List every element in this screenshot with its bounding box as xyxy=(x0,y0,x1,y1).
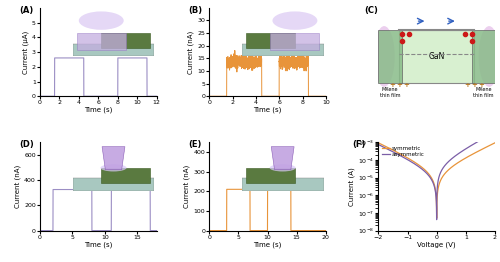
Line: asymmetric: asymmetric xyxy=(378,132,495,220)
Polygon shape xyxy=(472,30,495,83)
symmetric xyxy=(432,186,438,189)
Text: (C): (C) xyxy=(364,6,378,15)
Polygon shape xyxy=(378,30,402,83)
Line: symmetric: symmetric xyxy=(378,143,495,218)
Text: MXene
thin film: MXene thin film xyxy=(380,87,400,98)
Text: (D): (D) xyxy=(19,140,34,149)
Y-axis label: Current (nA): Current (nA) xyxy=(184,165,190,208)
X-axis label: Time (s): Time (s) xyxy=(254,241,281,248)
Y-axis label: Current (nA): Current (nA) xyxy=(15,165,22,208)
Y-axis label: Current (μA): Current (μA) xyxy=(22,30,29,74)
asymmetric xyxy=(468,145,473,148)
Ellipse shape xyxy=(374,26,394,87)
symmetric xyxy=(382,144,388,147)
Text: +: + xyxy=(396,82,402,88)
Text: MXene
thin film: MXene thin film xyxy=(473,87,494,98)
asymmetric xyxy=(432,188,438,191)
Text: (F): (F) xyxy=(352,140,366,149)
asymmetric xyxy=(434,218,440,221)
Text: +: + xyxy=(464,82,470,88)
Text: +: + xyxy=(390,82,396,88)
symmetric xyxy=(376,141,382,144)
asymmetric xyxy=(376,143,382,146)
symmetric xyxy=(429,177,435,180)
Text: +: + xyxy=(404,82,409,88)
Text: +: + xyxy=(478,82,484,88)
asymmetric xyxy=(429,179,435,182)
Ellipse shape xyxy=(478,26,500,87)
symmetric xyxy=(488,143,494,146)
Text: GaN: GaN xyxy=(428,52,445,61)
asymmetric xyxy=(382,146,388,149)
asymmetric xyxy=(492,130,498,134)
Text: (B): (B) xyxy=(188,6,202,15)
X-axis label: Time (s): Time (s) xyxy=(84,241,112,248)
X-axis label: Time (s): Time (s) xyxy=(254,107,281,113)
Y-axis label: Current (A): Current (A) xyxy=(348,167,355,206)
Y-axis label: Current (nA): Current (nA) xyxy=(188,30,194,74)
asymmetric xyxy=(488,132,494,135)
Text: (E): (E) xyxy=(188,140,202,149)
symmetric xyxy=(468,154,473,157)
X-axis label: Voltage (V): Voltage (V) xyxy=(418,241,456,248)
X-axis label: Time (s): Time (s) xyxy=(84,107,112,113)
asymmetric xyxy=(488,132,494,135)
symmetric xyxy=(488,143,494,146)
symmetric xyxy=(492,141,498,144)
Text: +: + xyxy=(471,82,477,88)
Text: (A): (A) xyxy=(19,6,33,15)
Polygon shape xyxy=(400,30,474,83)
symmetric xyxy=(434,217,440,220)
Legend: symmetric, asymmetric: symmetric, asymmetric xyxy=(380,143,427,159)
